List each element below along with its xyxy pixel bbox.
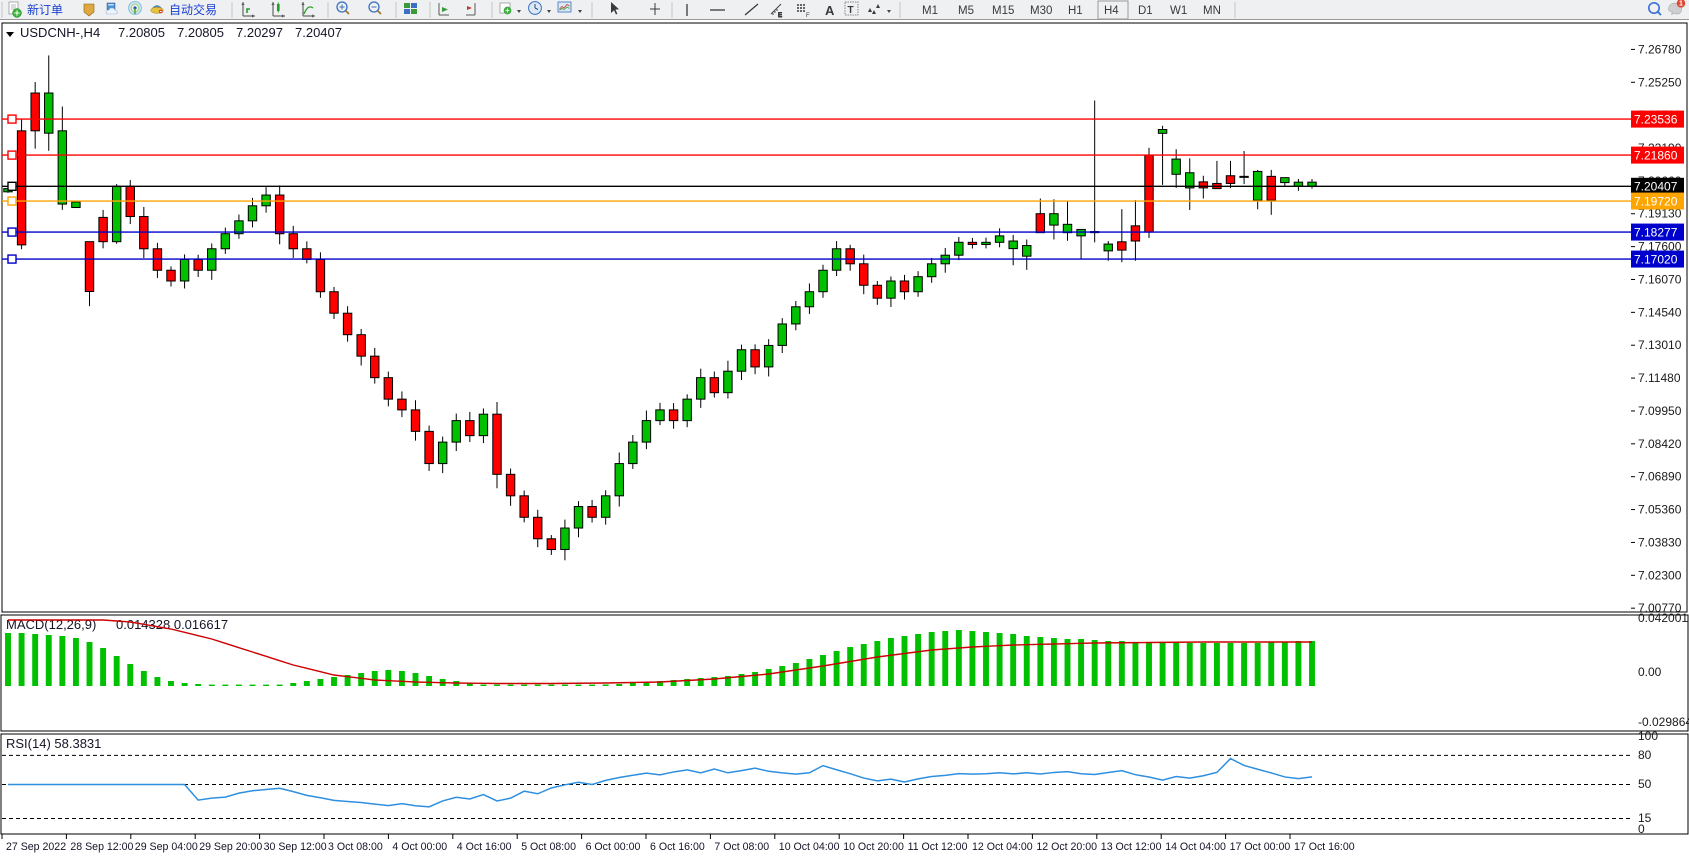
svg-text:7.26780: 7.26780 <box>1638 42 1682 56</box>
svg-text:7.14540: 7.14540 <box>1638 305 1682 319</box>
svg-text:29 Sep 04:00: 29 Sep 04:00 <box>135 841 198 853</box>
svg-text:50: 50 <box>1638 777 1652 791</box>
svg-text:27 Sep 2022: 27 Sep 2022 <box>6 841 66 853</box>
svg-text:7.03830: 7.03830 <box>1638 535 1682 549</box>
svg-text:7.13010: 7.13010 <box>1638 338 1682 352</box>
svg-text:7.20407: 7.20407 <box>295 25 342 40</box>
svg-text:11 Oct 12:00: 11 Oct 12:00 <box>908 841 968 853</box>
svg-text:6 Oct 00:00: 6 Oct 00:00 <box>586 841 641 853</box>
svg-text:4 Oct 00:00: 4 Oct 00:00 <box>392 841 447 853</box>
svg-text:MACD(12,26,9): MACD(12,26,9) <box>6 617 96 632</box>
svg-text:7.20805: 7.20805 <box>118 25 165 40</box>
svg-text:4 Oct 16:00: 4 Oct 16:00 <box>457 841 512 853</box>
svg-text:29 Sep 20:00: 29 Sep 20:00 <box>199 841 262 853</box>
svg-text:7.05360: 7.05360 <box>1638 503 1682 517</box>
svg-text:7.09950: 7.09950 <box>1638 404 1682 418</box>
svg-text:USDCNH-,H4: USDCNH-,H4 <box>20 25 100 40</box>
svg-text:12 Oct 20:00: 12 Oct 20:00 <box>1036 841 1097 853</box>
svg-text:-0.029864: -0.029864 <box>1638 715 1689 729</box>
svg-text:3 Oct 08:00: 3 Oct 08:00 <box>328 841 383 853</box>
svg-text:10 Oct 20:00: 10 Oct 20:00 <box>843 841 904 853</box>
svg-text:0.042001: 0.042001 <box>1638 611 1688 625</box>
svg-text:7.02300: 7.02300 <box>1638 568 1682 582</box>
svg-text:30 Sep 12:00: 30 Sep 12:00 <box>264 841 327 853</box>
svg-text:7.25250: 7.25250 <box>1638 75 1682 89</box>
svg-text:13 Oct 12:00: 13 Oct 12:00 <box>1101 841 1162 853</box>
svg-text:7.19720: 7.19720 <box>1634 194 1678 208</box>
svg-text:17 Oct 00:00: 17 Oct 00:00 <box>1230 841 1291 853</box>
svg-text:12 Oct 04:00: 12 Oct 04:00 <box>972 841 1033 853</box>
svg-text:14 Oct 04:00: 14 Oct 04:00 <box>1165 841 1226 853</box>
svg-text:80: 80 <box>1638 748 1652 762</box>
svg-text:7.17020: 7.17020 <box>1634 252 1678 266</box>
svg-text:17 Oct 16:00: 17 Oct 16:00 <box>1294 841 1355 853</box>
svg-text:5 Oct 08:00: 5 Oct 08:00 <box>521 841 576 853</box>
svg-text:7 Oct 08:00: 7 Oct 08:00 <box>714 841 769 853</box>
svg-text:100: 100 <box>1638 729 1658 743</box>
svg-text:7.16070: 7.16070 <box>1638 272 1682 286</box>
svg-text:7.08420: 7.08420 <box>1638 437 1682 451</box>
svg-text:7.20407: 7.20407 <box>1634 180 1678 194</box>
svg-text:7.23536: 7.23536 <box>1634 112 1678 126</box>
svg-text:0: 0 <box>1638 822 1645 836</box>
svg-text:RSI(14) 58.3831: RSI(14) 58.3831 <box>6 736 101 751</box>
svg-text:7.20805: 7.20805 <box>177 25 224 40</box>
svg-text:6 Oct 16:00: 6 Oct 16:00 <box>650 841 705 853</box>
svg-text:7.20297: 7.20297 <box>236 25 283 40</box>
svg-text:7.21860: 7.21860 <box>1634 148 1678 162</box>
svg-text:0.00: 0.00 <box>1638 665 1662 679</box>
svg-text:7.06890: 7.06890 <box>1638 470 1682 484</box>
svg-text:7.18277: 7.18277 <box>1634 225 1678 239</box>
svg-text:28 Sep 12:00: 28 Sep 12:00 <box>70 841 133 853</box>
svg-text:7.11480: 7.11480 <box>1638 371 1681 385</box>
svg-text:10 Oct 04:00: 10 Oct 04:00 <box>779 841 840 853</box>
